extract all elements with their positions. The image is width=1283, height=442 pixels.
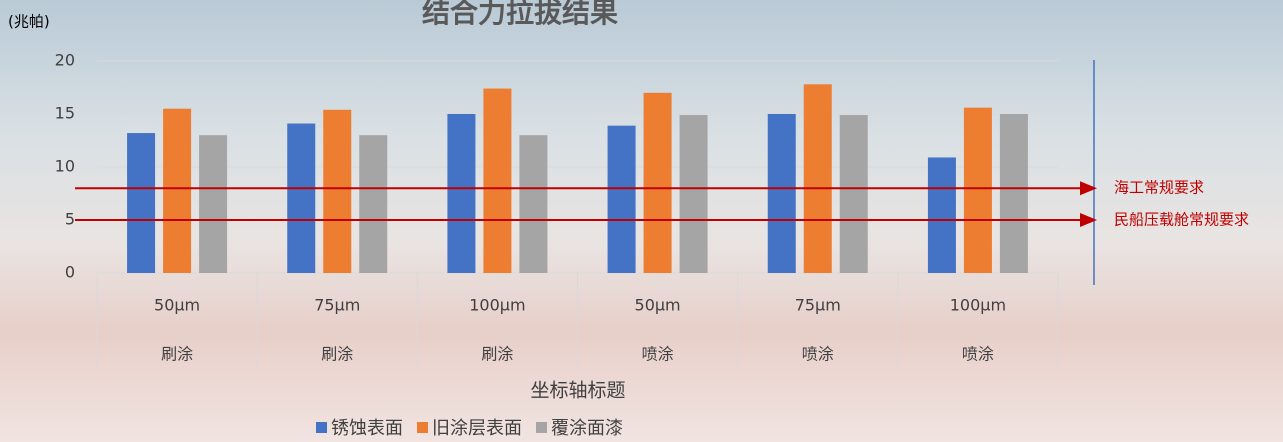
legend-label: 旧涂层表面 [432,418,522,439]
bar [287,123,316,273]
bar [643,92,672,273]
reference-arrow [1080,213,1097,227]
legend-swatch [536,422,547,433]
bar [999,114,1028,273]
y-axis-label: (兆帕) [8,13,50,31]
bar [679,115,708,273]
y-tick-label: 15 [55,104,75,123]
legend-swatch [417,422,428,433]
x-group-label: 刷涂 [161,345,193,364]
reference-label: 民船压载舱常规要求 [1114,211,1249,229]
x-group-label: 刷涂 [321,345,353,364]
y-tick-label: 20 [55,51,75,70]
x-tick-label: 50μm [154,296,200,315]
legend-swatch [316,422,327,433]
x-group-label: 喷涂 [642,345,674,364]
bar [519,135,548,273]
bar [359,135,388,273]
bar [127,133,156,273]
bar [447,114,476,273]
legend-label: 锈蚀表面 [331,418,403,439]
y-tick-label: 10 [55,157,75,176]
reference-arrow [1080,181,1097,196]
x-tick-label: 75μm [795,296,841,315]
bar [199,135,228,273]
reference-label: 海工常规要求 [1114,179,1204,197]
bar [927,157,956,273]
bar [839,115,868,273]
bar [483,88,512,273]
x-tick-label: 75μm [314,296,360,315]
bar [607,125,636,273]
bar [323,109,352,273]
x-group-label: 刷涂 [481,345,513,364]
y-tick-label: 0 [65,263,75,282]
legend-label: 覆涂面漆 [551,418,623,439]
x-tick-label: 100μm [469,296,525,315]
x-axis-label: 坐标轴标题 [530,380,625,402]
y-tick-label: 5 [65,210,75,229]
bar [767,114,796,273]
chart-title: 结合力拉拔结果 [422,0,618,29]
x-tick-label: 50μm [635,296,681,315]
bar [163,108,192,273]
x-group-label: 喷涂 [962,345,994,364]
bar [963,107,992,273]
bar [803,84,832,273]
x-tick-label: 100μm [950,296,1006,315]
x-group-label: 喷涂 [802,345,834,364]
